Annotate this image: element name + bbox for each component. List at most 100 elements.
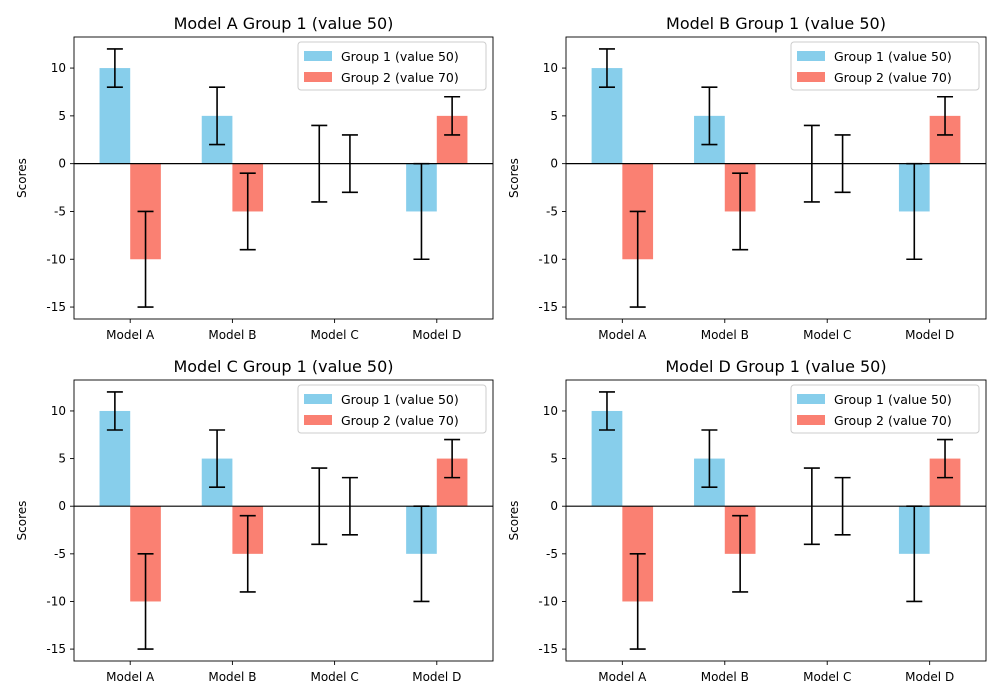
x-tick-label: Model D xyxy=(905,670,954,684)
error-bar-1-2 xyxy=(701,429,718,488)
x-tick-label: Model D xyxy=(905,328,954,342)
chart-title: Model A Group 1 (value 50) xyxy=(174,14,394,33)
legend-box xyxy=(790,41,980,91)
y-tick-label: 10 xyxy=(51,61,66,75)
x-tick-label: Model A xyxy=(106,670,155,684)
legend-swatch-2 xyxy=(304,415,332,425)
y-tick-label: -10 xyxy=(46,594,66,608)
error-bar-2-4 xyxy=(937,438,954,479)
error-bar-1-2 xyxy=(701,86,718,146)
error-bar-2-3 xyxy=(834,476,851,536)
error-bar-2-2 xyxy=(732,514,749,593)
y-axis-label: Scores xyxy=(507,501,521,541)
legend-swatch-1 xyxy=(797,51,825,61)
error-bar-2-4 xyxy=(444,438,461,479)
y-tick-label: -15 xyxy=(538,300,558,314)
error-bar-2-4 xyxy=(937,95,954,136)
y-tick-label: -10 xyxy=(538,594,558,608)
legend: Group 1 (value 50) Group 2 (value 70) xyxy=(297,41,487,91)
chart-title: Model D Group 1 (value 50) xyxy=(665,357,886,376)
legend-label-2: Group 2 (value 70) xyxy=(834,70,952,85)
error-bar-2-2 xyxy=(732,172,749,251)
legend-label-2: Group 2 (value 70) xyxy=(341,413,459,428)
y-tick-label: 5 xyxy=(58,109,66,123)
y-tick-label: 10 xyxy=(543,61,558,75)
subplot-4: -15 -10 -5 0 5 10 Model A Model B Model C Model D… xyxy=(507,357,987,684)
x-tick-label: Model C xyxy=(310,328,358,342)
legend-swatch-1 xyxy=(304,51,332,61)
axes-frame xyxy=(73,379,494,662)
axes-frame xyxy=(565,379,987,662)
error-bar-1-2 xyxy=(209,86,226,146)
axes-frame xyxy=(565,36,987,320)
error-bar-1-4 xyxy=(906,162,923,261)
y-tick-label: -10 xyxy=(46,252,66,266)
y-tick-label: 10 xyxy=(51,404,66,418)
chart-title: Model C Group 1 (value 50) xyxy=(173,357,393,376)
error-bar-1-1 xyxy=(598,391,615,431)
error-bar-1-1 xyxy=(106,48,123,88)
error-bar-1-3 xyxy=(311,467,328,546)
error-bar-1-4 xyxy=(413,162,430,261)
error-bar-1-3 xyxy=(803,124,820,203)
x-tick-label: Model C xyxy=(803,670,851,684)
y-tick-label: -15 xyxy=(46,300,66,314)
legend-box xyxy=(297,384,487,434)
error-bar-2-1 xyxy=(137,210,154,308)
legend-swatch-1 xyxy=(797,394,825,404)
y-tick-label: -5 xyxy=(54,204,66,218)
x-tick-label: Model D xyxy=(412,670,461,684)
legend: Group 1 (value 50) Group 2 (value 70) xyxy=(790,384,980,434)
error-bar-1-3 xyxy=(311,124,328,203)
x-tick-label: Model B xyxy=(701,328,749,342)
error-bar-2-1 xyxy=(137,553,154,650)
y-tick-label: -5 xyxy=(54,547,66,561)
y-tick-label: -15 xyxy=(538,642,558,656)
x-tick-label: Model A xyxy=(598,328,647,342)
error-bar-1-2 xyxy=(209,429,226,488)
legend-swatch-2 xyxy=(797,415,825,425)
x-tick-label: Model C xyxy=(310,670,358,684)
chart-title: Model B Group 1 (value 50) xyxy=(666,14,886,33)
y-tick-label: 5 xyxy=(550,452,558,466)
legend-label-1: Group 1 (value 50) xyxy=(834,392,952,407)
y-tick-label: 0 xyxy=(550,157,558,171)
y-tick-label: -10 xyxy=(538,252,558,266)
x-tick-label: Model B xyxy=(208,670,256,684)
legend-label-1: Group 1 (value 50) xyxy=(341,392,459,407)
legend-box xyxy=(297,41,487,91)
subplot-1: -15 -10 -5 0 5 10 Model A Model B Model C Model D… xyxy=(15,14,494,342)
error-bar-1-4 xyxy=(413,505,430,603)
error-bar-2-1 xyxy=(629,553,646,650)
legend-swatch-2 xyxy=(304,72,332,82)
subplot-2: -15 -10 -5 0 5 10 Model A Model B Model C Model D… xyxy=(507,14,987,342)
y-tick-label: 0 xyxy=(550,499,558,513)
legend-box xyxy=(790,384,980,434)
legend: Group 1 (value 50) Group 2 (value 70) xyxy=(297,384,487,434)
x-tick-label: Model A xyxy=(106,328,155,342)
legend-label-1: Group 1 (value 50) xyxy=(834,49,952,64)
legend: Group 1 (value 50) Group 2 (value 70) xyxy=(790,41,980,91)
y-tick-label: 0 xyxy=(58,499,66,513)
y-axis-label: Scores xyxy=(15,501,29,541)
y-tick-label: -15 xyxy=(46,642,66,656)
legend-swatch-1 xyxy=(304,394,332,404)
error-bar-2-2 xyxy=(239,172,256,251)
x-tick-label: Model B xyxy=(701,670,749,684)
y-axis-label: Scores xyxy=(507,158,521,198)
y-tick-label: -5 xyxy=(546,547,558,561)
x-tick-label: Model B xyxy=(208,328,256,342)
error-bar-2-2 xyxy=(239,514,256,593)
error-bar-2-1 xyxy=(629,210,646,308)
error-bar-2-3 xyxy=(341,476,358,536)
y-axis-label: Scores xyxy=(15,158,29,198)
y-tick-label: 5 xyxy=(58,452,66,466)
subplot-3: -15 -10 -5 0 5 10 Model A Model B Model C Model D… xyxy=(15,357,494,684)
error-bar-2-3 xyxy=(341,134,358,194)
legend-label-2: Group 2 (value 70) xyxy=(834,413,952,428)
legend-swatch-2 xyxy=(797,72,825,82)
legend-label-2: Group 2 (value 70) xyxy=(341,70,459,85)
y-tick-label: 10 xyxy=(543,404,558,418)
x-tick-label: Model D xyxy=(412,328,461,342)
